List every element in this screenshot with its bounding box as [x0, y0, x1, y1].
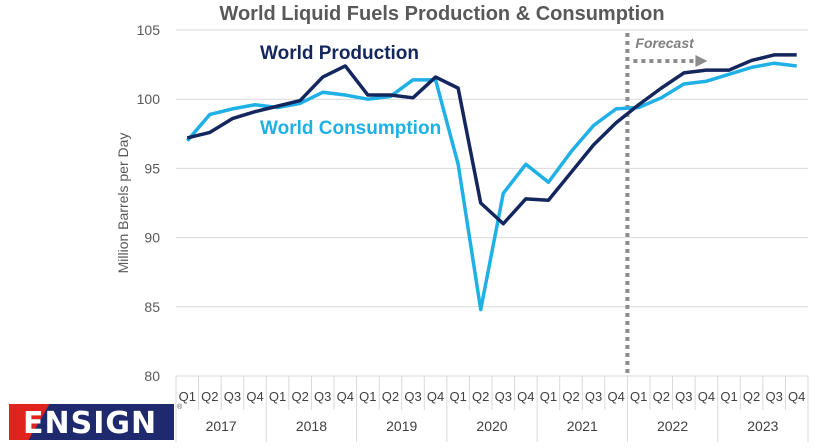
forecast-label: Forecast — [635, 35, 695, 51]
year-label: 2022 — [657, 418, 688, 434]
year-label: 2021 — [567, 418, 598, 434]
series-line-world-production — [186, 53, 797, 226]
y-tick-label: 95 — [144, 160, 160, 176]
year-label: 2020 — [476, 418, 507, 434]
year-label: 2023 — [747, 418, 778, 434]
x-tick-label: Q3 — [585, 389, 602, 404]
series-line-world-consumption — [185, 61, 797, 312]
year-label: 2017 — [206, 418, 237, 434]
x-tick-label: Q1 — [449, 389, 466, 404]
x-tick-label: Q4 — [246, 389, 263, 404]
x-tick-label: Q4 — [788, 389, 805, 404]
x-tick-label: Q4 — [607, 389, 624, 404]
x-tick-label: Q2 — [743, 389, 760, 404]
x-tick-label: Q2 — [382, 389, 399, 404]
x-tick-label: Q4 — [517, 389, 534, 404]
x-tick-label: Q2 — [562, 389, 579, 404]
x-tick-label: Q2 — [201, 389, 218, 404]
chart-title: World Liquid Fuels Production & Consumpt… — [219, 3, 664, 25]
y-tick-label: 100 — [137, 91, 161, 107]
year-label: 2018 — [296, 418, 327, 434]
x-tick-label: Q3 — [675, 389, 692, 404]
x-tick-label: Q4 — [427, 389, 444, 404]
x-tick-label: Q1 — [540, 389, 557, 404]
legend-consumption: World Consumption — [260, 118, 441, 139]
x-tick-label: Q3 — [765, 389, 782, 404]
x-tick-label: Q3 — [224, 389, 241, 404]
y-tick-label: 90 — [144, 230, 160, 246]
x-tick-label: Q3 — [495, 389, 512, 404]
forecast-arrow-icon — [695, 55, 708, 67]
x-tick-label: Q1 — [720, 389, 737, 404]
x-tick-label: Q1 — [630, 389, 647, 404]
y-tick-label: 85 — [144, 299, 160, 315]
x-tick-label: Q1 — [179, 389, 196, 404]
y-tick-label: 80 — [144, 368, 160, 384]
legend-production: World Production — [260, 43, 419, 64]
x-tick-label: Q1 — [359, 389, 376, 404]
year-label: 2019 — [386, 418, 417, 434]
y-axis-label: Million Barrels per Day — [115, 133, 131, 274]
x-tick-label: Q3 — [404, 389, 421, 404]
x-tick-label: Q2 — [653, 389, 670, 404]
registered-mark: ® — [177, 404, 183, 411]
x-tick-label: Q2 — [472, 389, 489, 404]
x-tick-label: Q4 — [698, 389, 715, 404]
x-tick-label: Q1 — [269, 389, 286, 404]
x-tick-label: Q4 — [337, 389, 354, 404]
x-tick-label: Q2 — [291, 389, 308, 404]
ensign-logo: ENSIGN — [9, 404, 174, 440]
y-tick-label: 105 — [137, 22, 161, 38]
x-tick-label: Q3 — [314, 389, 331, 404]
